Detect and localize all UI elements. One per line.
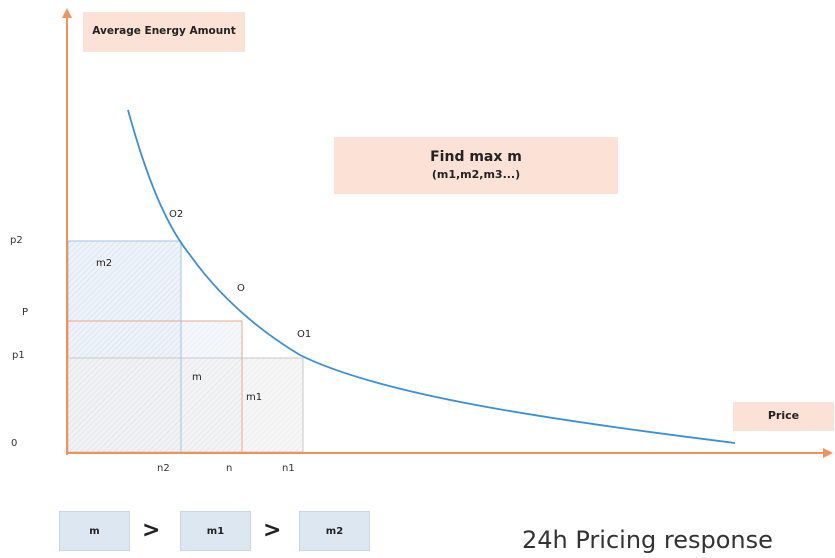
point-o1: O1 (297, 329, 312, 340)
area-label-m2: m2 (96, 258, 113, 269)
x-tick-n: n (226, 463, 233, 474)
greater-than-1: > (142, 518, 161, 543)
y-tick-p1: p1 (12, 350, 25, 361)
demand-curve (127, 109, 736, 444)
area-label-m1: m1 (246, 392, 263, 403)
point-o: O (237, 283, 245, 294)
compare-box-m: m (59, 511, 130, 551)
area-m1-rect (67, 357, 304, 453)
x-axis-arrow (823, 448, 833, 458)
note-title: Find max m (430, 149, 522, 166)
compare-box-m2: m2 (299, 511, 370, 551)
y-axis-arrow (62, 8, 72, 18)
caption: 24h Pricing response (522, 526, 773, 554)
x-axis-label: Price (733, 402, 834, 431)
y-tick-p2: p2 (10, 235, 23, 246)
note-box: Find max m (m1,m2,m3...) (334, 137, 618, 194)
y-axis-label: Average Energy Amount (83, 12, 245, 52)
greater-than-2: > (263, 518, 282, 543)
area-label-m: m (192, 372, 202, 383)
x-tick-n1: n1 (282, 463, 295, 474)
point-o2: O2 (169, 209, 184, 220)
x-tick-n2: n2 (157, 463, 170, 474)
note-subtitle: (m1,m2,m3...) (431, 167, 521, 181)
compare-box-m1: m1 (180, 511, 251, 551)
y-tick-0: 0 (11, 438, 18, 449)
y-tick-p: P (22, 307, 29, 318)
